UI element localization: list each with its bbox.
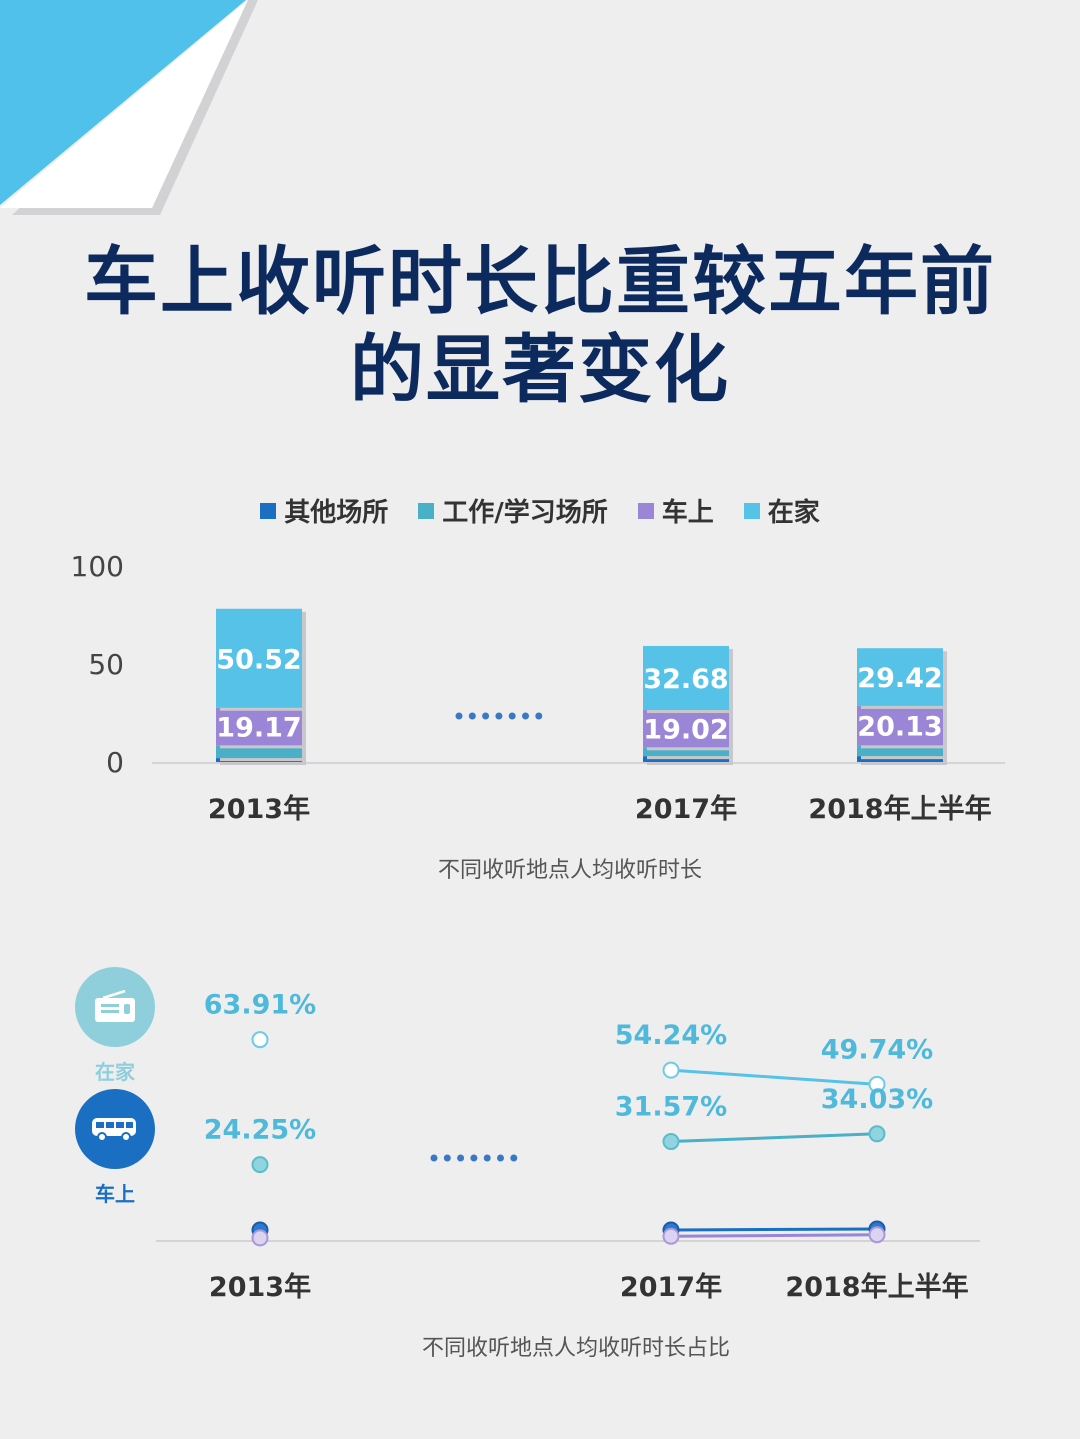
series-line [670, 1233, 878, 1238]
bar-chart-caption: 不同收听地点人均收听时长 [437, 858, 702, 883]
y-tick-label: 100 [71, 550, 124, 583]
series-point [662, 1061, 680, 1079]
axis-break-dot [430, 1154, 438, 1162]
bar-segment [857, 648, 943, 706]
chart-legend: 其他场所 工作/学习场所 车上 在家 [0, 492, 1080, 529]
legend-item-home: 在家 [743, 492, 820, 529]
bar-shadow [861, 759, 947, 765]
axis-break-dot [468, 712, 476, 720]
series-point [662, 1227, 680, 1245]
series-point [868, 1226, 886, 1244]
bar-segment [643, 645, 729, 711]
axis-break-dot [443, 1154, 451, 1162]
side-label-home: 在家 [95, 1060, 135, 1084]
x-category-label: 2018年上半年 [808, 793, 991, 825]
y-tick-label: 0 [106, 746, 124, 779]
x-category-label: 2013年 [208, 793, 310, 825]
bar-value-label: 20.13 [857, 712, 942, 743]
series-line [670, 1132, 878, 1144]
bar-value-label: 29.42 [857, 663, 942, 694]
line-chart-caption: 不同收听地点人均收听时长占比 [421, 1336, 730, 1361]
x-category-label: 2018年上半年 [785, 1271, 968, 1303]
series-point [251, 1156, 269, 1174]
share-line-chart: 63.91% 54.24% 49.74% 24.25% 31.57% 34.03% 2013… [156, 990, 980, 1303]
page-title: 车上收听时长比重较五年前 的显著变化 [0, 238, 1080, 414]
title-line-1: 车上收听时长比重较五年前 [84, 239, 996, 325]
bar-value-label: 50.52 [216, 644, 301, 675]
legend-swatch-home [743, 502, 760, 519]
bar-value-label: 32.68 [643, 664, 728, 695]
radio-icon [75, 967, 155, 1047]
axis-break-dot [455, 712, 463, 720]
legend-item-other: 其他场所 [260, 492, 388, 529]
legend-swatch-other [260, 502, 277, 519]
bar-shadow [647, 759, 733, 765]
bus-icon [75, 1089, 155, 1169]
bar-segment [857, 705, 943, 746]
series-point [251, 1229, 269, 1247]
series-point [662, 1133, 680, 1151]
legend-label-car: 车上 [661, 498, 714, 528]
bar-value-label: 19.17 [216, 713, 301, 744]
corner-decoration [0, 0, 258, 215]
x-category-label: 2017年 [620, 1271, 722, 1303]
bar-segment [643, 710, 729, 748]
legend-item-work: 工作/学习场所 [418, 492, 608, 529]
axis-break-dot [508, 712, 516, 720]
point-value-label: 63.91% [204, 990, 316, 1021]
point-value-label: 54.24% [615, 1020, 727, 1051]
legend-label-other: 其他场所 [284, 498, 389, 528]
bar-shadow [220, 761, 306, 765]
series-point [868, 1075, 886, 1093]
point-value-label: 31.57% [615, 1092, 727, 1123]
point-value-label: 49.74% [821, 1034, 933, 1065]
x-category-label: 2013年 [209, 1271, 311, 1303]
legend-item-car: 车上 [637, 492, 714, 529]
bar-segment [643, 747, 729, 757]
stacked-bar-chart: 100 50 0 19.17 50.52 2013年 19.02 32.68 2017年 20.1… [71, 550, 1005, 825]
legend-label-work: 工作/学习场所 [442, 498, 608, 528]
series-point [251, 1031, 269, 1049]
title-line-2: 的显著变化 [350, 327, 730, 413]
legend-swatch-car [637, 502, 654, 519]
legend-swatch-work [418, 502, 435, 519]
axis-break-dot [535, 712, 543, 720]
series-point [868, 1125, 886, 1143]
bar-value-label: 19.02 [643, 715, 728, 746]
axis-break-dot [522, 712, 529, 720]
bar-segment [216, 745, 302, 759]
y-tick-label: 50 [88, 648, 124, 681]
axis-break-dot [482, 712, 490, 720]
axis-break-dot [470, 1154, 478, 1162]
axis-break-dot [495, 712, 503, 720]
axis-break-dot [483, 1154, 491, 1162]
side-label-car: 车上 [95, 1182, 135, 1206]
point-value-label: 24.25% [204, 1115, 316, 1146]
series-line [670, 1227, 878, 1232]
legend-label-home: 在家 [767, 498, 820, 528]
x-category-label: 2017年 [635, 793, 737, 825]
point-value-label: 34.03% [821, 1084, 933, 1115]
series-line [670, 1068, 878, 1086]
bar-segment [216, 707, 302, 746]
bar-segment [857, 745, 943, 757]
bar-segment [216, 608, 302, 708]
axis-break-dot [497, 1154, 504, 1162]
axis-break-dot [457, 1154, 465, 1162]
axis-break-dot [510, 1154, 518, 1162]
